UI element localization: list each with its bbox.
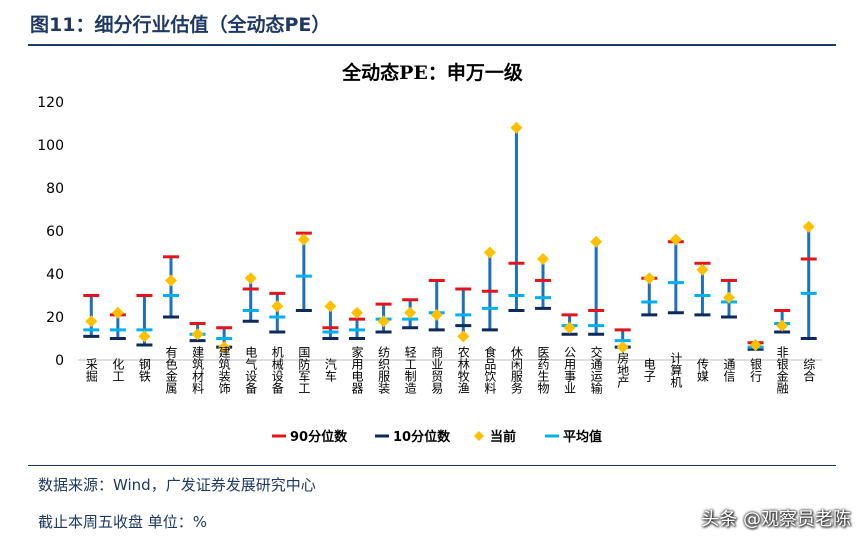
- y-tick-label: 20: [46, 310, 64, 326]
- current-marker: [244, 272, 257, 285]
- x-tick-label: 房地产: [616, 351, 630, 389]
- y-tick-label: 40: [46, 267, 64, 283]
- unit-note: 截止本周五收盘 单位：%: [38, 513, 208, 531]
- legend-item-p10-label: 10分位数: [393, 429, 451, 445]
- y-tick-label: 100: [37, 138, 64, 154]
- x-tick-label: 国防军工: [297, 346, 311, 394]
- x-tick-label: 汽车: [323, 357, 337, 383]
- current-marker: [590, 235, 603, 248]
- x-tick-label: 休闲服务: [509, 346, 523, 394]
- x-tick-label: 计算机: [669, 352, 683, 388]
- figure-header: 图11：细分行业估值（全动态PE）: [0, 0, 865, 46]
- legend-item-average-label: 平均值: [563, 429, 602, 445]
- x-tick-label: 通信: [722, 358, 736, 383]
- x-tick-label: 非银金融: [775, 346, 789, 395]
- current-marker: [749, 338, 762, 351]
- x-tick-label: 食品饮料: [483, 345, 497, 394]
- legend-item-p90-label: 90分位数: [290, 429, 348, 445]
- current-marker: [457, 330, 470, 343]
- current-marker: [430, 308, 443, 321]
- current-marker: [351, 306, 363, 319]
- x-tick-label: 轻工制造: [403, 346, 417, 394]
- current-marker: [324, 300, 337, 313]
- figure-title: 图11：细分行业估值（全动态PE）: [30, 14, 331, 36]
- y-tick-label: 60: [46, 224, 64, 240]
- y-tick-label: 0: [55, 353, 64, 369]
- current-marker: [404, 306, 417, 319]
- current-marker: [776, 319, 789, 332]
- current-marker: [696, 263, 709, 276]
- x-tick-label: 家用电器: [350, 345, 364, 395]
- x-tick-label: 银行: [749, 358, 763, 382]
- current-marker: [271, 300, 284, 313]
- chart-title: 全动态PE：申万一级: [342, 62, 523, 84]
- x-tick-label: 商业贸易: [430, 345, 444, 395]
- legend-item-current-swatch: [474, 431, 484, 441]
- current-marker: [510, 121, 523, 134]
- x-tick-label: 农林牧渔: [456, 346, 470, 394]
- header-divider: [28, 44, 836, 46]
- x-tick-label: 交通运输: [589, 345, 603, 395]
- current-marker: [802, 220, 815, 233]
- current-marker: [191, 328, 204, 341]
- x-tick-label: 综合: [802, 358, 816, 382]
- current-marker: [138, 330, 151, 343]
- current-marker: [643, 272, 656, 285]
- source-note: 数据来源：Wind，广发证券发展研究中心: [38, 476, 316, 494]
- y-tick-label: 120: [37, 95, 64, 111]
- current-marker: [85, 315, 98, 328]
- footer-divider: [28, 465, 836, 466]
- x-tick-label: 钢铁: [137, 358, 151, 382]
- current-marker: [483, 246, 496, 259]
- current-marker: [111, 306, 124, 319]
- x-tick-label: 电子: [642, 358, 656, 382]
- x-tick-label: 传媒: [695, 357, 709, 382]
- x-tick-label: 采掘: [84, 358, 98, 383]
- x-tick-label: 建筑装饰: [217, 346, 231, 394]
- x-tick-label: 电气设备: [244, 346, 258, 395]
- x-tick-label: 化工: [111, 358, 125, 382]
- current-marker: [563, 321, 576, 334]
- current-marker: [297, 233, 310, 246]
- current-marker: [377, 315, 390, 328]
- x-tick-label: 医药生物: [536, 346, 550, 394]
- legend-item-current-label: 当前: [490, 429, 516, 445]
- y-tick-label: 80: [46, 181, 64, 197]
- current-marker: [723, 291, 735, 304]
- current-marker: [165, 274, 177, 287]
- current-marker: [669, 233, 682, 246]
- current-marker: [537, 252, 549, 265]
- current-marker: [616, 341, 629, 354]
- x-tick-label: 纺织服装: [377, 346, 391, 395]
- x-tick-label: 建筑材料: [191, 346, 205, 394]
- current-marker: [218, 341, 231, 354]
- watermark: 头条 @观察员老陈: [701, 509, 851, 530]
- x-tick-label: 有色金属: [164, 346, 178, 395]
- x-tick-label: 机械设备: [270, 346, 284, 395]
- x-tick-label: 公用事业: [563, 346, 577, 394]
